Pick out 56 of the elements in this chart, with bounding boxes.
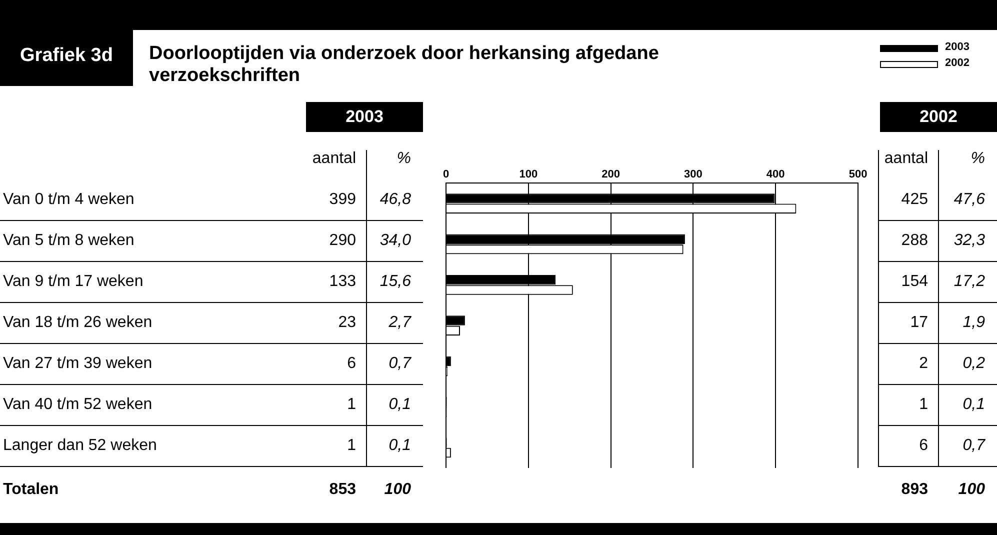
text: 1,9 <box>962 314 985 332</box>
data-label: 290 <box>328 232 356 250</box>
y-tick-label: Van 18 t/m 26 weken <box>3 314 152 332</box>
text: 0,1 <box>388 437 411 455</box>
data-label: 23 <box>337 314 356 332</box>
text: 853 <box>328 481 356 499</box>
y-tick-label: Van 5 t/m 8 weken <box>3 232 134 250</box>
text: 0,7 <box>388 355 411 373</box>
data-label: 1 <box>346 437 356 455</box>
data-label: 6 <box>918 437 928 455</box>
x2-tick-label: 500 <box>848 168 868 181</box>
x2-tick-label: 300 <box>684 168 702 181</box>
text: % <box>396 150 411 168</box>
y-tick-label: Van 40 t/m 52 weken <box>3 396 152 414</box>
data-label: 288 <box>900 232 928 250</box>
text: % <box>970 150 985 168</box>
text: 0,2 <box>962 355 985 373</box>
y-tick-label: Van 0 t/m 4 weken <box>3 191 134 209</box>
text: aantal <box>311 150 356 168</box>
text: 0,1 <box>962 396 985 414</box>
data-label: 1 <box>918 396 928 414</box>
text: 0,7 <box>962 437 985 455</box>
text: 100 <box>957 481 985 499</box>
text: Grafiek 3d <box>0 30 133 86</box>
text: 2002 <box>880 102 997 132</box>
data-label: 133 <box>328 273 356 291</box>
text: Totalen <box>3 481 59 499</box>
x2-tick-label: 100 <box>519 168 538 181</box>
x2-tick-label: 200 <box>602 168 620 181</box>
x2-tick-label: 0 <box>442 168 450 181</box>
data-label: 6 <box>346 355 356 373</box>
text: 2002 <box>945 57 970 69</box>
chart-title: Doorlooptijden via onderzoek door herkansing afgedane verzoekschriften <box>149 43 660 87</box>
y-tick-label: Van 9 t/m 17 weken <box>3 273 144 291</box>
text: 2,7 <box>388 314 411 332</box>
y-tick-label: Van 27 t/m 39 weken <box>3 355 152 373</box>
text: aantal <box>883 150 928 168</box>
data-label: 154 <box>900 273 928 291</box>
text: 2003 <box>306 102 423 132</box>
data-label: 1 <box>346 396 356 414</box>
y-tick-label: Langer dan 52 weken <box>3 437 157 455</box>
x2-tick-label: 400 <box>766 168 785 181</box>
text: 893 <box>900 481 928 499</box>
text: 15,6 <box>378 273 411 291</box>
data-label: 399 <box>328 191 356 209</box>
text: 32,3 <box>952 232 985 250</box>
text: 34,0 <box>378 232 411 250</box>
text: 46,8 <box>378 191 411 209</box>
data-label: 425 <box>900 191 928 209</box>
text: 2003 <box>945 41 970 53</box>
text: 100 <box>383 481 411 499</box>
data-label: 2 <box>918 355 928 373</box>
text: 0,1 <box>388 396 411 414</box>
data-label: 17 <box>909 314 928 332</box>
text: 47,6 <box>952 191 985 209</box>
text: 17,2 <box>952 273 985 291</box>
